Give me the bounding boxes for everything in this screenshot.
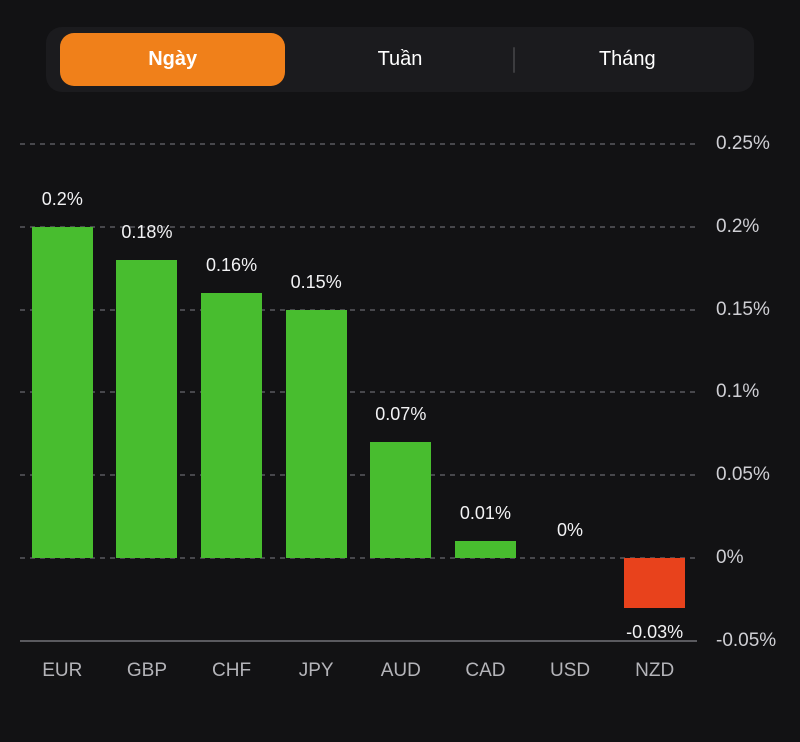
category-label-nzd: NZD [635,660,675,681]
bar-gbp [116,259,178,558]
bar-chf [201,293,263,558]
value-label-jpy: 0.15% [290,271,342,292]
tab-month[interactable]: Tháng [515,33,740,86]
gridline--0.05% [20,639,697,642]
value-label-aud: 0.07% [375,404,427,425]
y-axis-tick-label: 0.05% [716,464,770,486]
category-label-jpy: JPY [298,660,334,681]
value-label-usd: 0% [557,520,584,540]
y-axis-tick-label: 0.1% [716,381,760,403]
category-label-cad: CAD [465,660,506,681]
category-label-chf: CHF [212,660,252,681]
gridline-0.25% [20,143,697,145]
bar-cad [454,541,516,558]
gridline-0.15% [20,308,697,311]
value-label-cad: 0.01% [459,503,511,524]
value-label-chf: 0.16% [206,255,258,276]
value-label-eur: 0.2% [41,188,83,209]
category-label-gbp: GBP [126,660,167,681]
value-label-nzd: -0.03% [626,621,684,642]
gridline-0.05% [20,474,697,477]
y-axis-tick-label: 0.2% [716,215,760,237]
category-label-eur: EUR [42,660,83,681]
bar-nzd [624,558,686,608]
y-axis-tick-label: -0.05% [716,629,777,651]
y-axis-tick-label: 0.25% [716,133,770,154]
y-axis-tick-label: 0% [716,547,744,568]
value-label-gbp: 0.18% [121,221,173,242]
bar-jpy [285,309,347,558]
bar-aud [370,442,432,558]
gridline-0.2% [20,225,697,228]
timeframe-segmented-control: Ngày Tuần Tháng [46,27,754,92]
category-label-aud: AUD [380,660,421,681]
bar-eur [31,226,93,558]
gridline-0% [20,557,697,559]
segment-divider [512,46,515,73]
tab-week[interactable]: Tuần [287,33,512,86]
category-label-usd: USD [550,660,591,681]
tab-day[interactable]: Ngày [60,33,286,86]
y-axis-tick-label: 0.15% [716,298,770,320]
gridline-0.1% [20,391,697,394]
